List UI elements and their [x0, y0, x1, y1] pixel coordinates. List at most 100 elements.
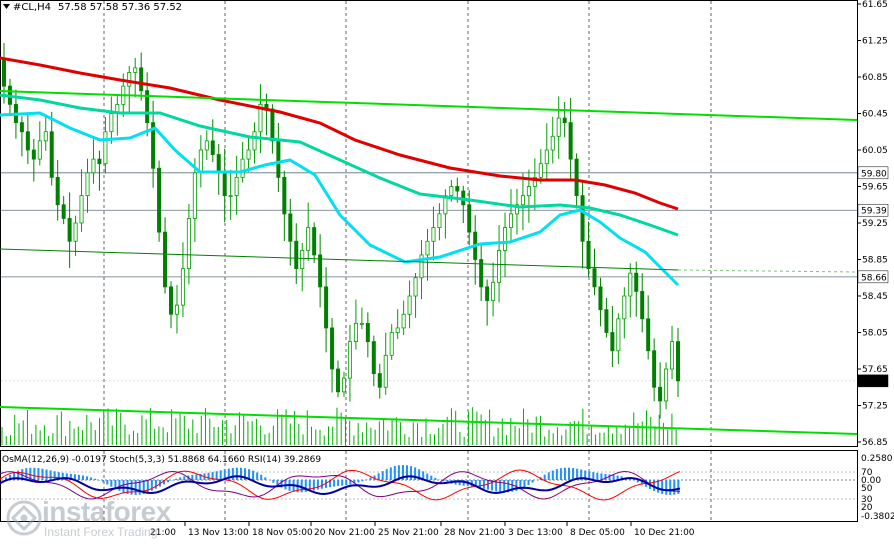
- candle-body: [520, 195, 525, 206]
- candle-body: [210, 140, 215, 155]
- candle-body: [198, 149, 203, 174]
- candle-body: [455, 186, 460, 192]
- candle-body: [670, 341, 675, 370]
- candle-body: [270, 108, 275, 142]
- candle-body: [192, 172, 197, 219]
- candle-body: [330, 327, 335, 370]
- time-tick-label-partial: 21:00: [150, 528, 176, 538]
- candle-body: [127, 72, 132, 87]
- candle-body: [151, 122, 156, 169]
- time-axis[interactable]: 13 Nov 13:00 18 Nov 05:00 20 Nov 21:00 25 N…: [150, 522, 695, 538]
- candle-body: [604, 309, 609, 333]
- candle-body: [324, 286, 329, 329]
- price-tick-label: 59.65: [862, 183, 888, 193]
- candle-body: [216, 154, 221, 174]
- marked-level-label: 58.66: [861, 273, 887, 283]
- candle-body: [568, 122, 573, 160]
- candle-body: [383, 354, 388, 388]
- candle-body: [61, 204, 66, 219]
- candle-body: [664, 368, 669, 402]
- price-tick-label: 61.65: [862, 0, 888, 10]
- ma-red-line: [0, 56, 679, 211]
- candle-body: [377, 373, 382, 388]
- ma-cyan-line: [0, 111, 680, 287]
- candle-body: [157, 167, 162, 233]
- current-price-label: 57.52: [861, 377, 887, 387]
- candle-body: [395, 327, 400, 333]
- candle-body: [491, 281, 496, 301]
- oscillator-tick-label: 20: [861, 503, 873, 513]
- candle-body: [91, 158, 96, 174]
- candle-body: [228, 195, 233, 198]
- candle-body: [479, 259, 484, 288]
- oscillator-tick-label: 0.00: [861, 476, 881, 486]
- marked-level-box: [857, 166, 889, 180]
- chevron-down-icon[interactable]: [3, 4, 10, 9]
- candle-body: [628, 272, 633, 297]
- oscillator-tick-label: 50: [861, 484, 873, 494]
- candle-body: [186, 218, 191, 270]
- trend-lines: [0, 90, 858, 435]
- price-axis[interactable]: 61.65 61.25 60.85 60.45 60.05 59.65 59.25 58.85…: [857, 0, 889, 448]
- candle-body: [163, 231, 168, 288]
- candle-body: [306, 227, 311, 251]
- candle-body: [67, 218, 72, 242]
- oscillator-tick-label: -0.3802: [861, 512, 894, 522]
- oscillator-caption: OsMA(12,26,9) -0.0197 Stoch(5,3,3) 51.88…: [2, 455, 321, 465]
- candle-body: [73, 222, 78, 242]
- candle-body: [2, 58, 7, 87]
- candle-body: [282, 176, 287, 215]
- candle-body: [139, 67, 144, 92]
- candle-body: [497, 249, 502, 283]
- candle-body: [169, 286, 174, 315]
- ma-teal-line: [0, 93, 679, 237]
- candle-body: [222, 172, 227, 197]
- oscillator-panel-frame: [0, 450, 858, 522]
- marked-level-label: 59.80: [861, 169, 887, 179]
- candle-body: [258, 103, 263, 133]
- candle-body: [300, 249, 305, 270]
- candle-body: [85, 172, 90, 197]
- price-tick-label: 58.45: [862, 292, 888, 302]
- candle-body: [652, 350, 657, 388]
- time-tick-label: 28 Nov 21:00: [444, 528, 505, 538]
- candle-body: [413, 277, 418, 297]
- time-tick-label: 10 Dec 21:00: [634, 528, 695, 538]
- candle-body: [294, 240, 299, 270]
- candle-body: [538, 163, 543, 178]
- candle-body: [586, 240, 591, 270]
- candle-body: [449, 186, 454, 197]
- time-tick-label: 3 Dec 13:00: [508, 528, 563, 538]
- marked-level-label: 59.39: [861, 207, 887, 217]
- candle-body: [341, 377, 346, 393]
- price-tick-label: 60.05: [862, 146, 888, 156]
- candle-body: [347, 341, 352, 379]
- candle-body: [43, 131, 48, 142]
- candle-body: [437, 213, 442, 228]
- price-tick-label: 56.85: [862, 438, 888, 448]
- marked-level-box: [857, 203, 889, 217]
- candle-body: [133, 67, 138, 73]
- trend-line-upper: [0, 90, 858, 121]
- candle-body: [252, 131, 257, 151]
- ohlc-readout: 57.58 57.58 57.36 57.52: [58, 2, 182, 13]
- candle-body: [544, 149, 549, 165]
- candle-body: [658, 386, 663, 402]
- time-tick-label: 18 Nov 05:00: [252, 528, 313, 538]
- candle-body: [353, 322, 358, 343]
- candle-body: [389, 332, 394, 356]
- stoch-signal-line: [0, 469, 681, 501]
- candle-body: [634, 272, 639, 292]
- price-tick-label: 61.25: [862, 37, 888, 47]
- trend-line-lower: [0, 406, 858, 435]
- candle-body: [318, 254, 323, 288]
- candle-body: [79, 195, 84, 224]
- candle-body: [246, 149, 251, 160]
- candle-body: [49, 131, 54, 178]
- price-tick-label: 60.45: [862, 110, 888, 120]
- time-tick-label: 25 Nov 21:00: [378, 528, 439, 538]
- candle-body: [425, 240, 430, 256]
